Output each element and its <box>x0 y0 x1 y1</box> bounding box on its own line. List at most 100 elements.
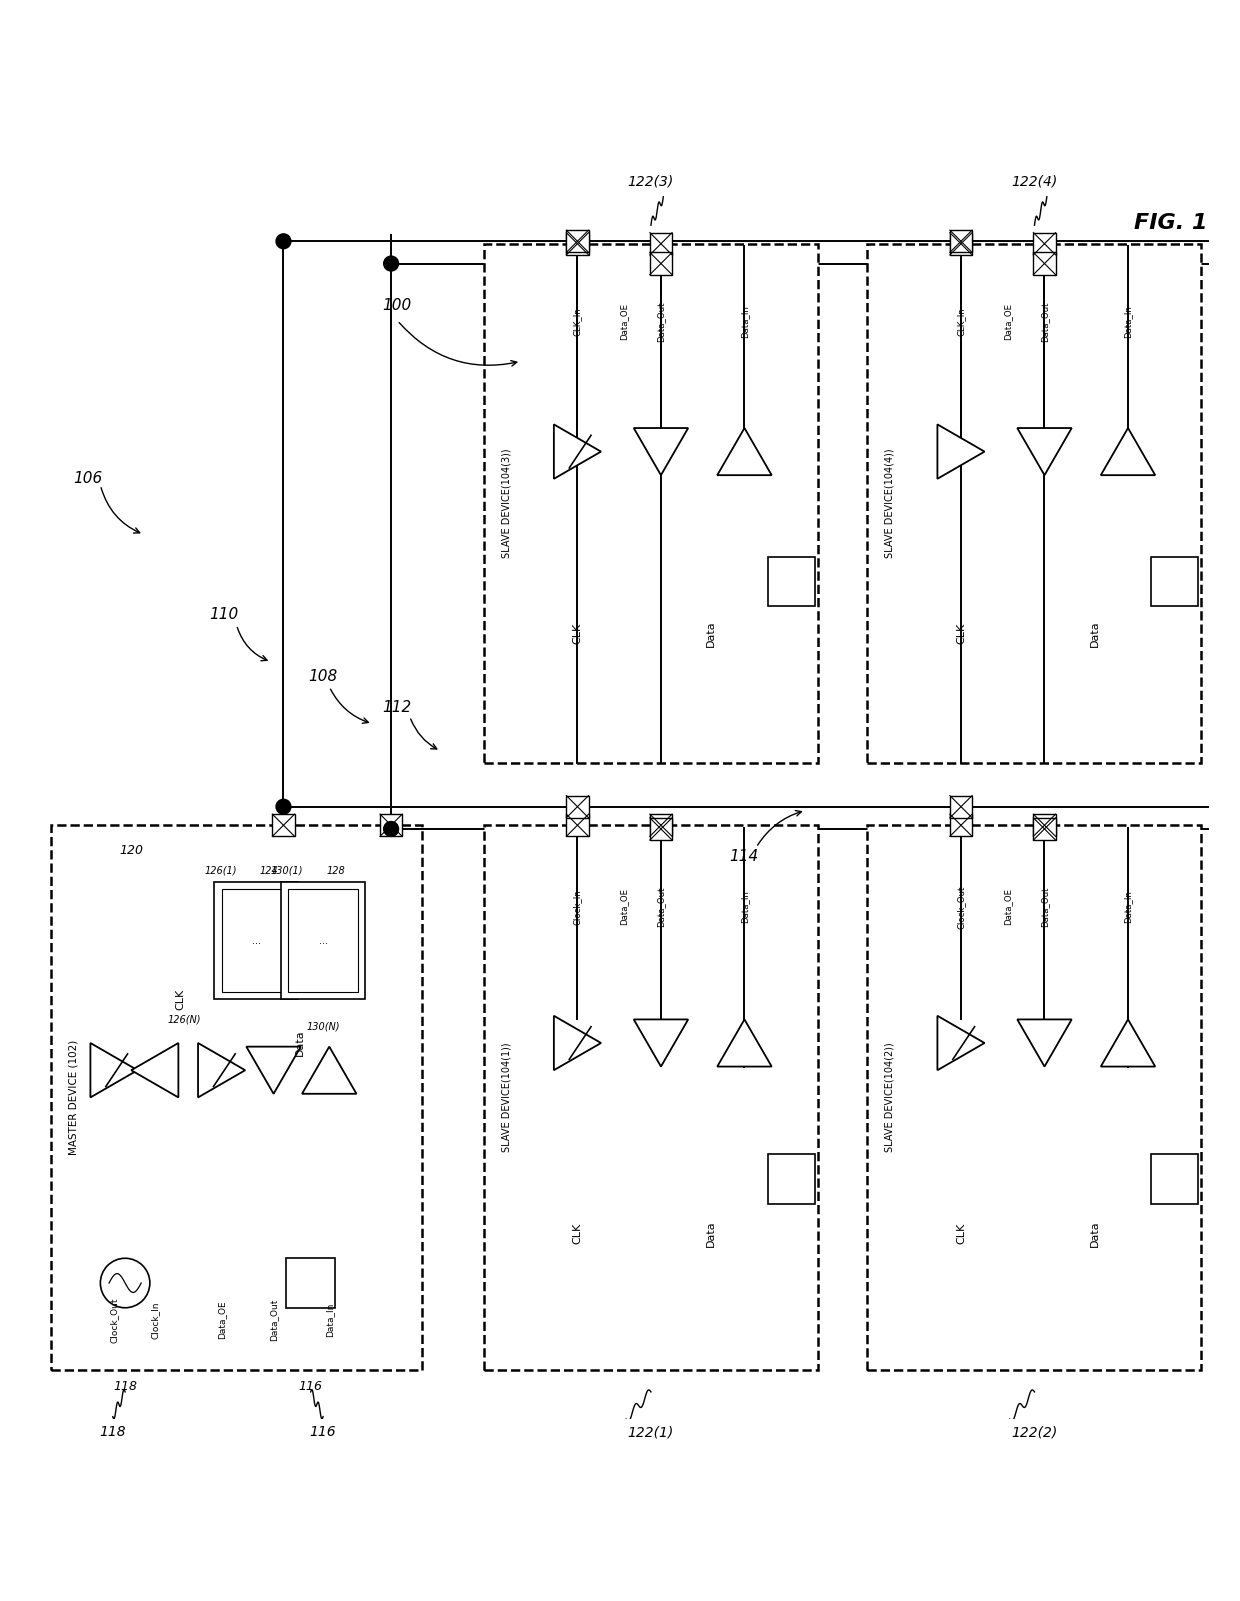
Polygon shape <box>554 1015 601 1069</box>
Text: CLK: CLK <box>573 1223 583 1244</box>
Text: CLK_In: CLK_In <box>956 307 966 336</box>
Text: 116: 116 <box>310 1425 336 1439</box>
Bar <box>567 815 589 836</box>
FancyBboxPatch shape <box>215 882 299 999</box>
Polygon shape <box>91 1042 138 1097</box>
Text: Data_Out: Data_Out <box>1040 301 1049 343</box>
Text: SLAVE DEVICE(104(3)): SLAVE DEVICE(104(3)) <box>501 448 511 559</box>
Bar <box>1151 557 1198 607</box>
Bar <box>950 232 972 255</box>
Text: Data: Data <box>706 1220 715 1247</box>
Text: 130(1): 130(1) <box>270 866 304 876</box>
Text: 112: 112 <box>383 700 412 716</box>
Text: Data: Data <box>1090 1220 1100 1247</box>
Bar <box>950 796 972 818</box>
Text: Data_OE: Data_OE <box>620 303 629 341</box>
Polygon shape <box>634 1020 688 1066</box>
Text: 100: 100 <box>383 298 412 314</box>
Text: ...: ... <box>319 935 327 946</box>
Text: Data_OE: Data_OE <box>620 889 629 925</box>
Polygon shape <box>1017 427 1071 475</box>
Text: SLAVE DEVICE(104(4)): SLAVE DEVICE(104(4)) <box>884 448 895 559</box>
Polygon shape <box>198 1042 246 1097</box>
Bar <box>1033 818 1055 841</box>
Text: Clock_In: Clock_In <box>150 1302 159 1338</box>
Text: 116: 116 <box>299 1380 322 1393</box>
Text: Data_Out: Data_Out <box>269 1298 278 1342</box>
Text: 122(2): 122(2) <box>1012 1425 1058 1439</box>
Text: Data: Data <box>295 1029 305 1057</box>
Text: 106: 106 <box>73 471 103 487</box>
Bar <box>286 1258 336 1308</box>
Text: Data_OE: Data_OE <box>1003 303 1012 341</box>
Polygon shape <box>303 1047 356 1093</box>
Text: Data: Data <box>706 620 715 647</box>
Polygon shape <box>247 1047 301 1093</box>
Bar <box>950 231 972 253</box>
Text: CLK_In: CLK_In <box>573 307 582 336</box>
Text: 120: 120 <box>119 844 144 857</box>
Bar <box>768 1154 815 1204</box>
Circle shape <box>277 799 291 815</box>
Text: SLAVE DEVICE(104(2)): SLAVE DEVICE(104(2)) <box>884 1042 895 1153</box>
Text: Data_Out: Data_Out <box>656 301 666 343</box>
Text: CLK: CLK <box>176 989 186 1010</box>
Text: Data_OE: Data_OE <box>217 1302 226 1340</box>
FancyBboxPatch shape <box>484 825 818 1369</box>
Text: Data_In: Data_In <box>1123 306 1132 338</box>
Polygon shape <box>554 424 601 479</box>
Polygon shape <box>634 427 688 475</box>
Text: ...: ... <box>252 935 260 946</box>
Polygon shape <box>131 1042 179 1097</box>
Text: SLAVE DEVICE(104(1)): SLAVE DEVICE(104(1)) <box>501 1042 511 1153</box>
Text: Data_Out: Data_Out <box>1040 887 1049 927</box>
Text: 122(1): 122(1) <box>627 1425 675 1439</box>
Text: Data_Out: Data_Out <box>656 887 666 927</box>
Bar <box>650 253 672 275</box>
Circle shape <box>277 234 291 248</box>
Text: 110: 110 <box>210 607 239 623</box>
Bar <box>379 815 402 836</box>
Bar <box>650 818 672 841</box>
Text: 108: 108 <box>309 669 337 684</box>
Polygon shape <box>1101 427 1156 475</box>
Text: Data: Data <box>1090 620 1100 647</box>
Text: Data_In: Data_In <box>740 306 749 338</box>
Text: CLK: CLK <box>956 623 966 644</box>
Bar <box>768 557 815 607</box>
Polygon shape <box>937 424 985 479</box>
Text: 126(1): 126(1) <box>205 866 237 876</box>
Text: CLK: CLK <box>573 623 583 644</box>
FancyBboxPatch shape <box>484 243 818 764</box>
Polygon shape <box>717 1020 771 1066</box>
Bar <box>650 815 672 836</box>
Text: FIG. 1: FIG. 1 <box>1135 213 1208 232</box>
Text: CLK: CLK <box>956 1223 966 1244</box>
Circle shape <box>383 256 398 271</box>
Bar <box>1033 815 1055 836</box>
Text: 128: 128 <box>326 866 345 876</box>
Bar <box>950 815 972 836</box>
FancyBboxPatch shape <box>51 825 422 1369</box>
Text: MASTER DEVICE (102): MASTER DEVICE (102) <box>68 1039 78 1154</box>
Text: Clock_In: Clock_In <box>573 889 582 925</box>
Polygon shape <box>1101 1020 1156 1066</box>
FancyBboxPatch shape <box>222 889 291 993</box>
Text: Clock_Out: Clock_Out <box>109 1297 119 1343</box>
Text: Data_In: Data_In <box>1123 890 1132 924</box>
Bar <box>1033 253 1055 275</box>
Text: 122(4): 122(4) <box>1012 175 1058 187</box>
Polygon shape <box>1017 1020 1071 1066</box>
Bar <box>650 232 672 255</box>
Bar <box>567 232 589 255</box>
Bar <box>1033 232 1055 255</box>
Bar <box>567 796 589 818</box>
Text: 114: 114 <box>729 849 759 863</box>
Polygon shape <box>717 427 771 475</box>
Bar <box>273 815 295 836</box>
FancyBboxPatch shape <box>868 243 1202 764</box>
Text: 126(N): 126(N) <box>167 1015 201 1025</box>
Text: Data_In: Data_In <box>325 1303 334 1337</box>
Text: Clock_Out: Clock_Out <box>956 885 966 929</box>
Text: Data_In: Data_In <box>740 890 749 924</box>
